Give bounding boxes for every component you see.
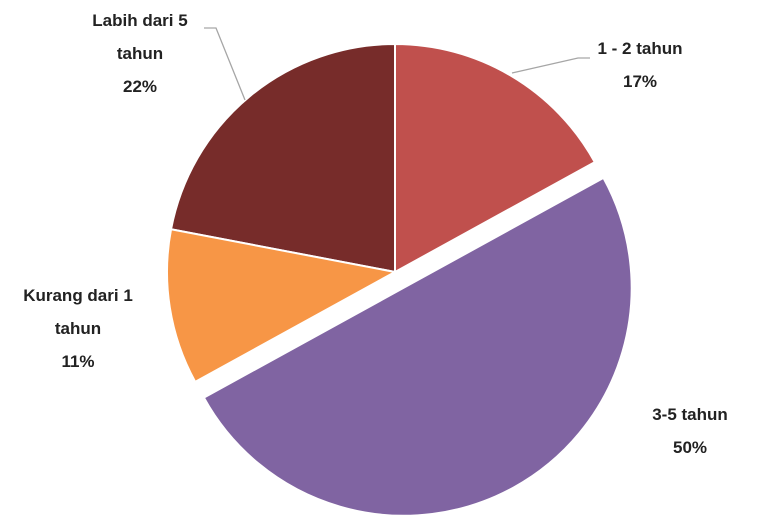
slice-label: 3-5 tahun 50% (615, 398, 758, 464)
leader-line (204, 27, 246, 101)
category-label: Kurang dari 1 tahun (23, 286, 133, 338)
category-label: 1 - 2 tahun (597, 39, 683, 58)
value-label: 11% (61, 352, 95, 371)
pie-slice (166, 228, 398, 384)
category-label: 3-5 tahun (652, 405, 728, 424)
value-label: 17% (622, 72, 658, 91)
leader-line (511, 57, 590, 74)
slice-label: Kurang dari 1 tahun 11% (3, 279, 153, 378)
slice-label: 1 - 2 tahun 17% (565, 32, 715, 98)
slice-label: Labih dari 5 tahun 22% (73, 4, 208, 103)
value-label: 50% (672, 438, 708, 457)
value-label: 22% (122, 77, 158, 96)
pie-slice (169, 42, 396, 274)
pie-slice (394, 42, 597, 274)
pie-slice (202, 176, 633, 515)
category-label: Labih dari 5 tahun (92, 11, 188, 63)
